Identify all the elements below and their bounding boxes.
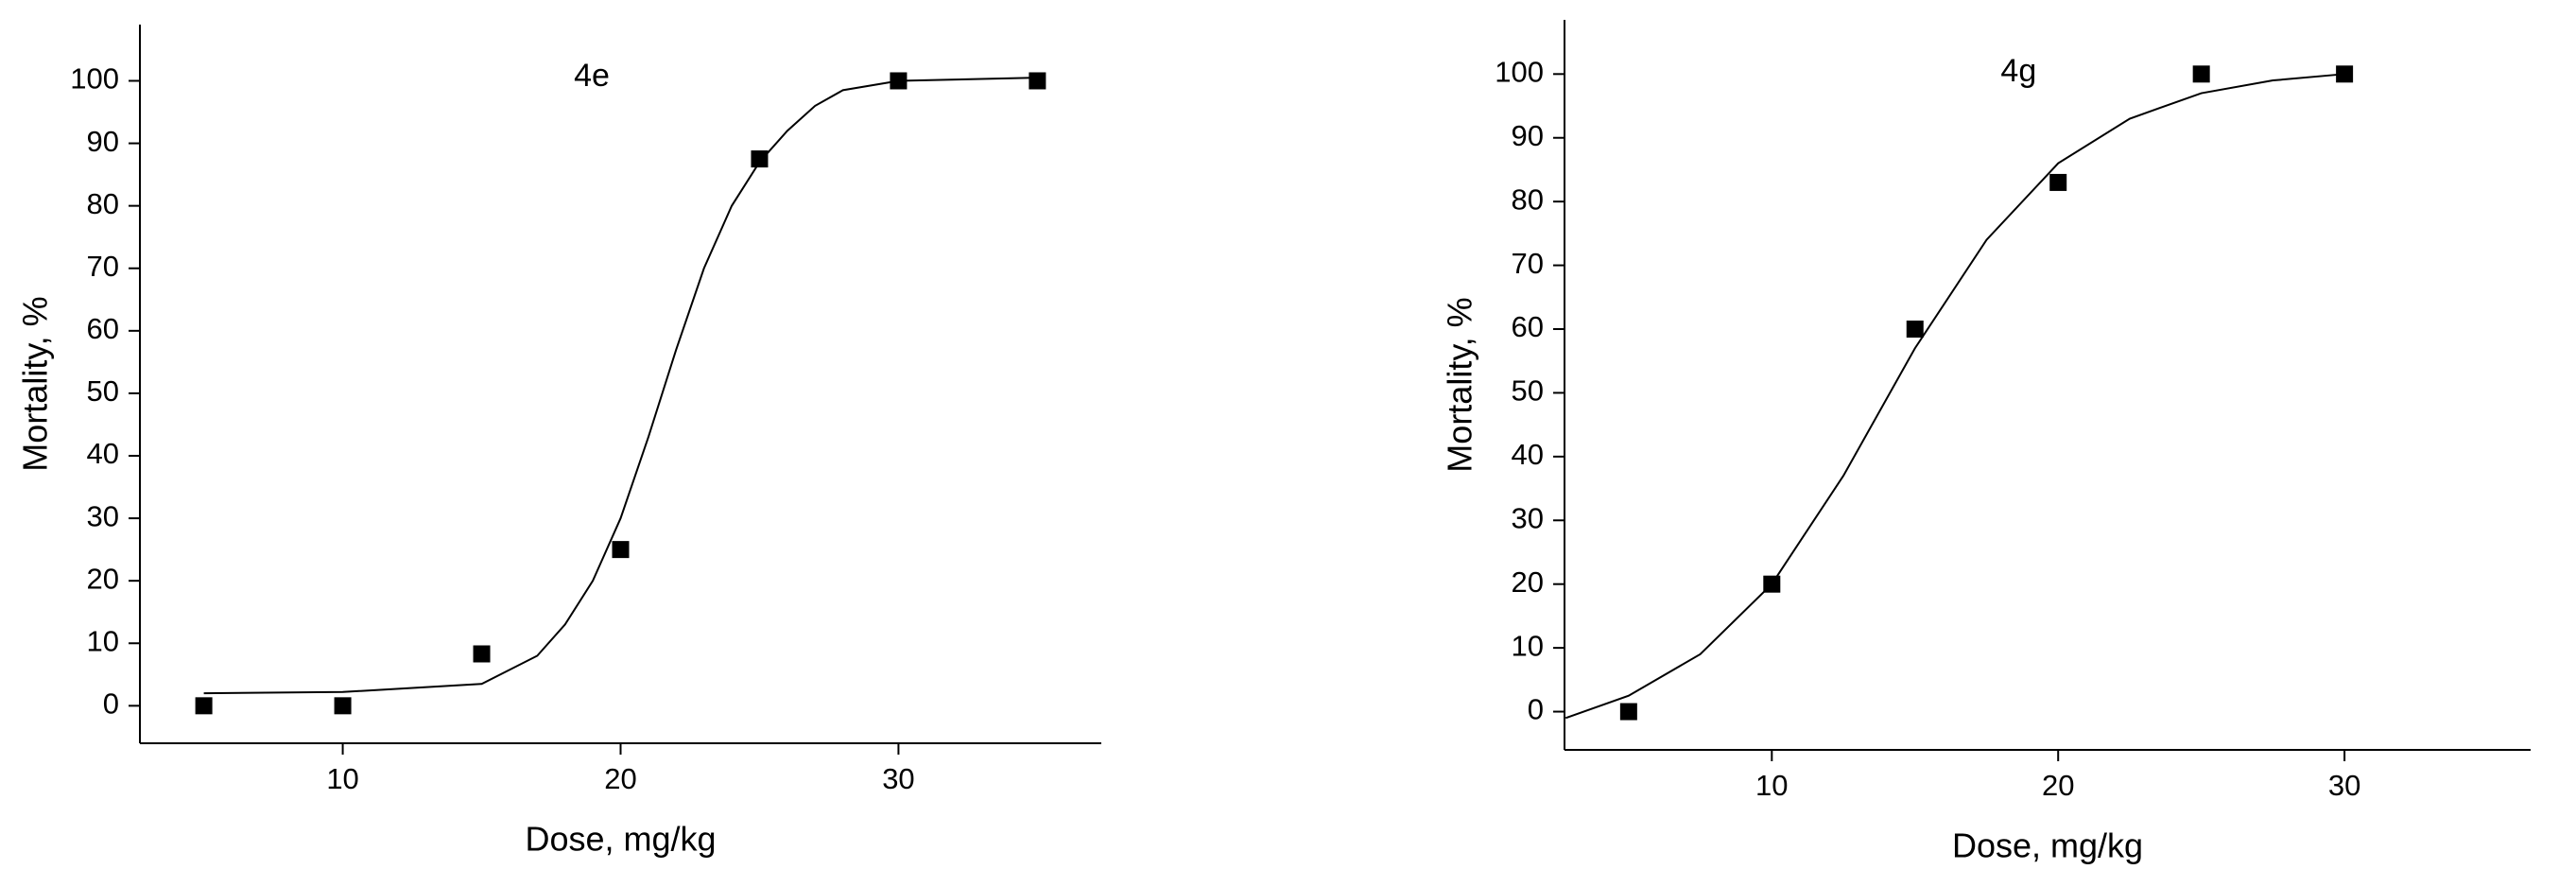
data-point (751, 150, 769, 168)
x-tick-label: 10 (1755, 769, 1788, 802)
y-tick-label: 80 (1512, 183, 1544, 216)
chart-title: 4g (2000, 53, 2036, 89)
data-point (334, 697, 352, 715)
y-tick-label: 80 (87, 187, 119, 220)
y-tick-label: 50 (1512, 374, 1544, 408)
data-point (1906, 321, 1924, 339)
y-tick-label: 70 (87, 250, 119, 283)
y-tick-label: 60 (1512, 310, 1544, 343)
x-axis-title: Dose, mg/kg (1952, 826, 2143, 865)
y-tick-label: 10 (1512, 629, 1544, 662)
y-tick-label: 100 (1495, 55, 1544, 88)
y-tick-label: 0 (1528, 693, 1544, 726)
y-tick-label: 70 (1512, 247, 1544, 280)
data-point (1619, 703, 1637, 721)
x-axis-title: Dose, mg/kg (525, 820, 716, 859)
y-tick-label: 20 (1512, 565, 1544, 599)
y-tick-label: 30 (1512, 501, 1544, 534)
fit-curve (203, 77, 1038, 695)
y-tick-label: 0 (103, 687, 119, 721)
y-tick-label: 20 (87, 562, 119, 595)
y-tick-label: 30 (87, 499, 119, 532)
x-tick-label: 30 (882, 762, 914, 795)
y-tick-label: 100 (70, 62, 119, 96)
x-tick-label: 20 (604, 762, 636, 795)
y-tick-label: 10 (87, 624, 119, 657)
y-axis-title: Mortality, % (16, 296, 55, 471)
data-point (2192, 65, 2210, 83)
y-tick-label: 60 (87, 312, 119, 345)
fit-curve (1565, 73, 2345, 720)
x-tick-label: 10 (326, 762, 358, 795)
chart-title: 4e (574, 58, 610, 94)
y-axis-title: Mortality, % (1441, 297, 1479, 472)
data-point (473, 645, 491, 663)
y-tick-label: 50 (87, 374, 119, 408)
y-tick-label: 40 (1512, 438, 1544, 471)
data-point (1029, 72, 1046, 90)
data-point (2049, 173, 2067, 191)
y-tick-label: 90 (1512, 119, 1544, 152)
x-tick-label: 30 (2328, 769, 2360, 802)
data-point (195, 697, 213, 715)
x-tick-label: 20 (2042, 769, 2074, 802)
y-tick-label: 90 (87, 125, 119, 158)
data-point (612, 541, 630, 559)
y-tick-label: 40 (87, 437, 119, 470)
